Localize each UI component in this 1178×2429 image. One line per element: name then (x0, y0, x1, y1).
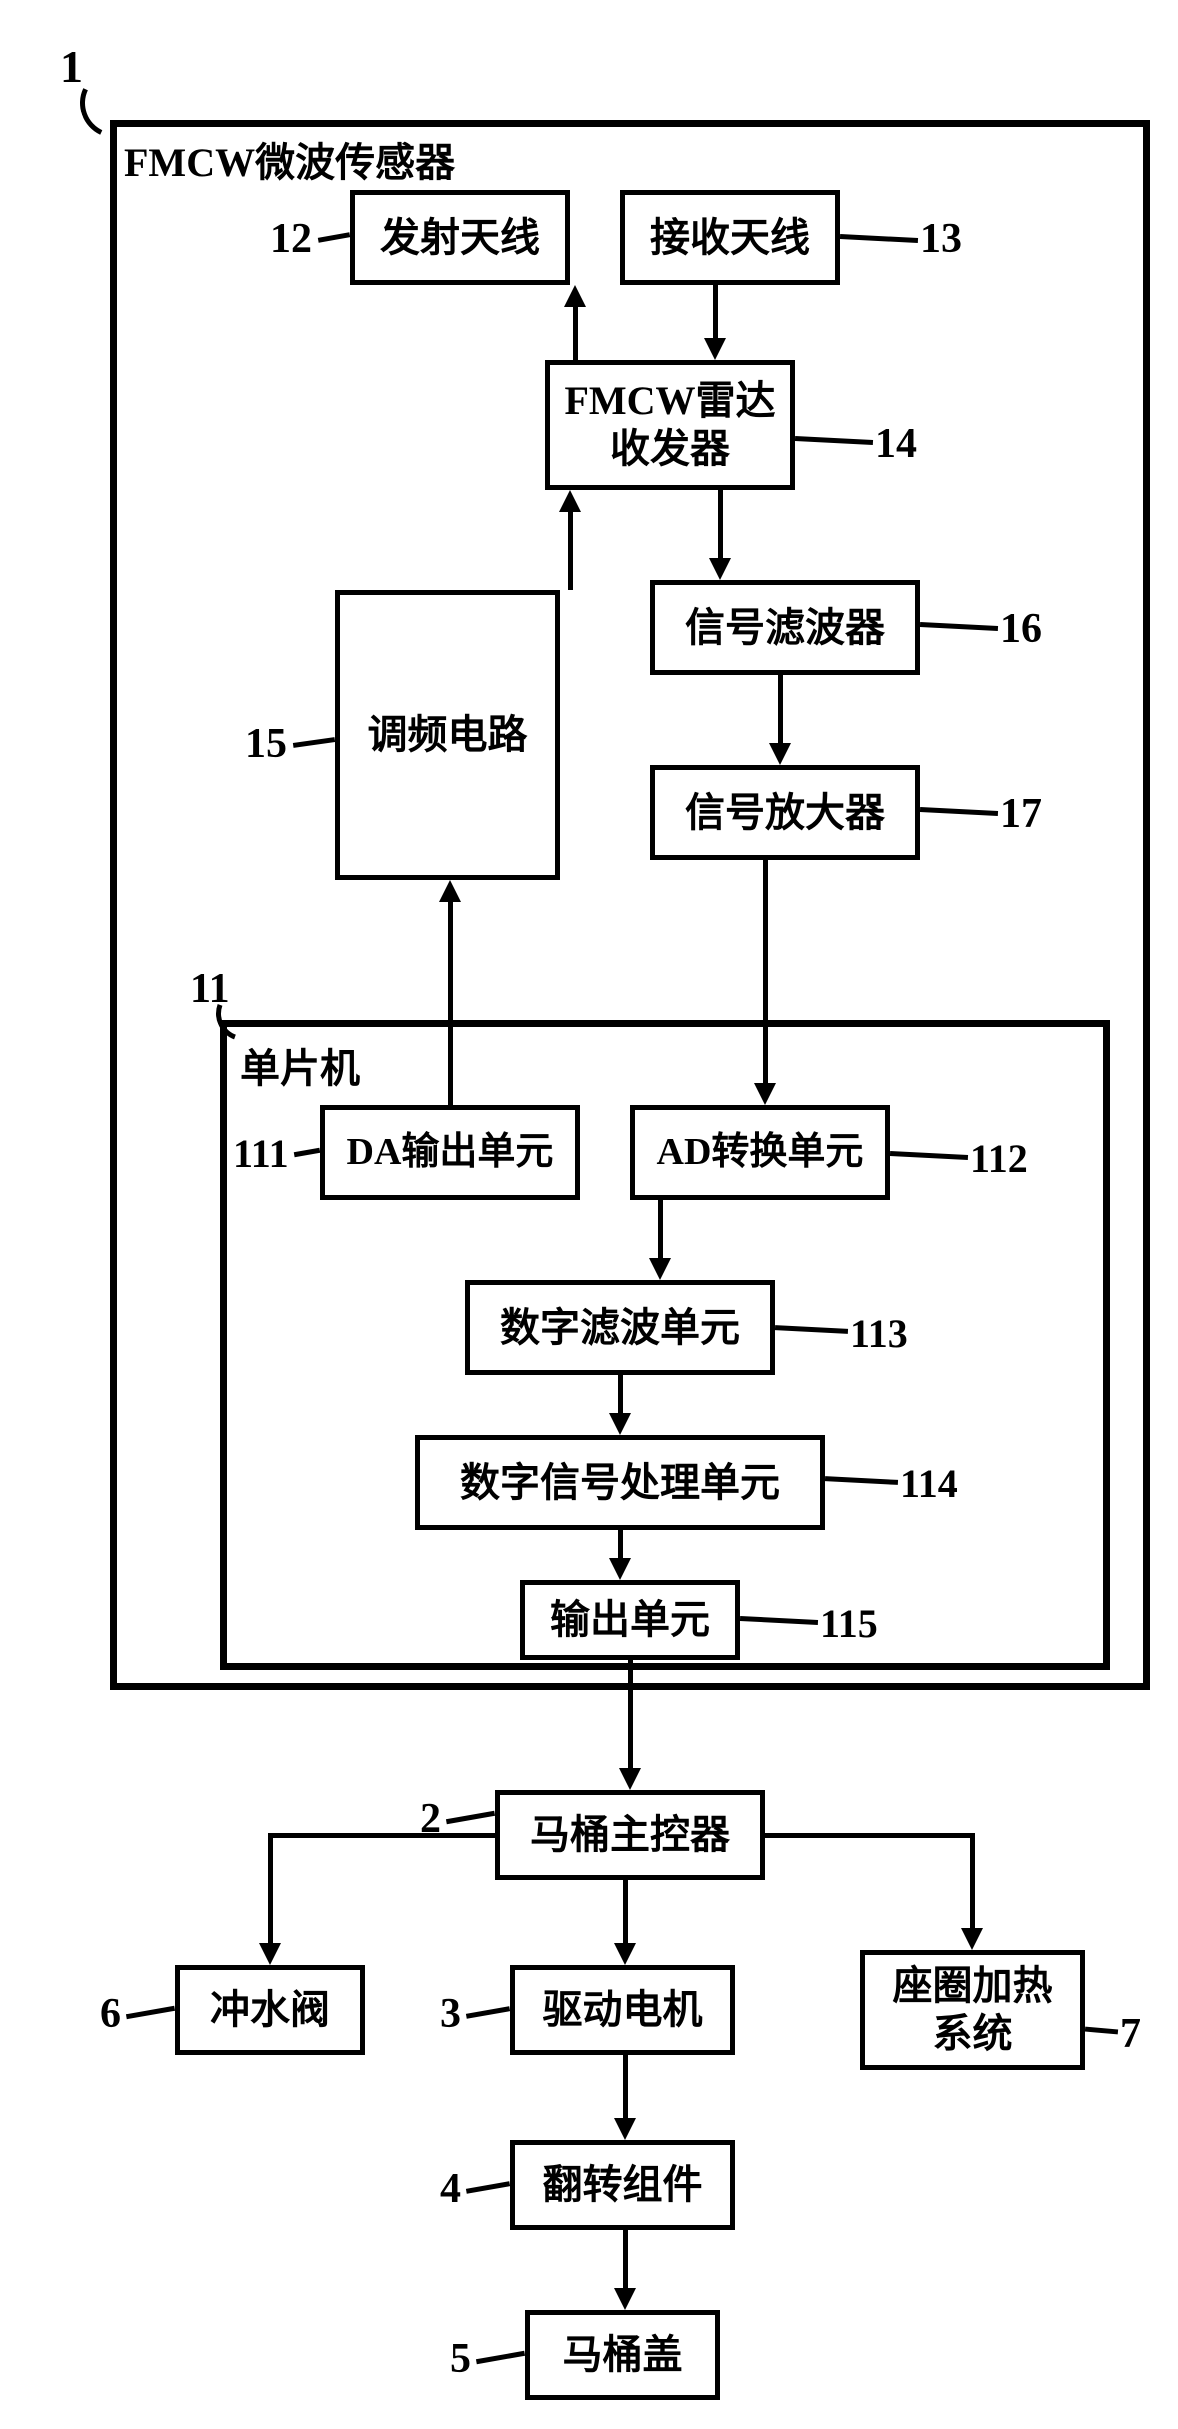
ad-convert-node: AD转换单元 (630, 1105, 890, 1200)
flush-valve-node: 冲水阀 (175, 1965, 365, 2055)
ref-111: 111 (233, 1130, 289, 1177)
fmcw-sensor-label: FMCW微波传感器 (120, 130, 459, 188)
main-ctrl-node: 马桶主控器 (495, 1790, 765, 1880)
arrow (765, 1833, 975, 1838)
heater-node: 座圈加热 系统 (860, 1950, 1085, 2070)
ref-15: 15 (245, 720, 287, 768)
arrow (718, 490, 723, 558)
ref-4: 4 (440, 2165, 461, 2213)
arrow-head (609, 1413, 631, 1435)
ref-14: 14 (875, 420, 917, 468)
arrow-head (614, 1943, 636, 1965)
ref-115: 115 (820, 1600, 878, 1647)
diagram-canvas: FMCW微波传感器 单片机 发射天线 接收天线 FMCW雷达 收发器 调频电路 … (20, 20, 1158, 2409)
arrow (270, 1833, 495, 1838)
lead (126, 2006, 175, 2019)
ref-5: 5 (450, 2335, 471, 2383)
rx-antenna-node: 接收天线 (620, 190, 840, 285)
arrow (763, 860, 768, 1083)
arrow-head (609, 1558, 631, 1580)
ref-114: 114 (900, 1460, 958, 1507)
arrow-head (649, 1258, 671, 1280)
mcu-label: 单片机 (236, 1036, 364, 1094)
arrow-head (614, 2288, 636, 2310)
da-output-node: DA输出单元 (320, 1105, 580, 1200)
lead (1085, 2027, 1118, 2035)
ref-17: 17 (1000, 790, 1042, 838)
arrow (618, 1530, 623, 1558)
arrow (623, 2230, 628, 2288)
ref-112: 112 (970, 1135, 1028, 1182)
fm-circuit-node: 调频电路 (335, 590, 560, 880)
ref-3: 3 (440, 1990, 461, 2038)
arrow (448, 902, 453, 1105)
arrow (618, 1375, 623, 1413)
arrow (658, 1200, 663, 1258)
arrow-head (961, 1928, 983, 1950)
lead (446, 1811, 495, 1824)
arrow-head (769, 743, 791, 765)
arrow (268, 1833, 273, 1943)
motor-node: 驱动电机 (510, 1965, 735, 2055)
arrow (623, 2055, 628, 2118)
digital-filter-node: 数字滤波单元 (465, 1280, 775, 1375)
lid-node: 马桶盖 (525, 2310, 720, 2400)
ref-7: 7 (1120, 2010, 1141, 2058)
arrow (778, 675, 783, 743)
arrow-head (619, 1768, 641, 1790)
arrow (573, 307, 578, 360)
amplifier-node: 信号放大器 (650, 765, 920, 860)
arrow-head (704, 338, 726, 360)
lead (466, 2181, 510, 2194)
tx-antenna-node: 发射天线 (350, 190, 570, 285)
ref-16: 16 (1000, 605, 1042, 653)
output-unit-node: 输出单元 (520, 1580, 740, 1660)
ref-1: 1 (60, 40, 83, 93)
transceiver-node: FMCW雷达 收发器 (545, 360, 795, 490)
arrow-head (754, 1083, 776, 1105)
arrow (623, 1880, 628, 1943)
lead (476, 2351, 525, 2364)
arrow-head (559, 490, 581, 512)
filter-node: 信号滤波器 (650, 580, 920, 675)
arrow-head (259, 1943, 281, 1965)
arrow-head (709, 558, 731, 580)
arrow (568, 512, 573, 590)
ref-13: 13 (920, 215, 962, 263)
arrow (713, 285, 718, 338)
ref-12: 12 (270, 215, 312, 263)
arrow-head (439, 880, 461, 902)
lead (466, 2006, 510, 2019)
ref-113: 113 (850, 1310, 908, 1357)
arrow-head (564, 285, 586, 307)
flip-node: 翻转组件 (510, 2140, 735, 2230)
arrow (628, 1660, 633, 1768)
arrow (970, 1833, 975, 1928)
ref-6: 6 (100, 1990, 121, 2038)
dsp-node: 数字信号处理单元 (415, 1435, 825, 1530)
arrow-head (614, 2118, 636, 2140)
ref-2: 2 (420, 1795, 441, 1843)
